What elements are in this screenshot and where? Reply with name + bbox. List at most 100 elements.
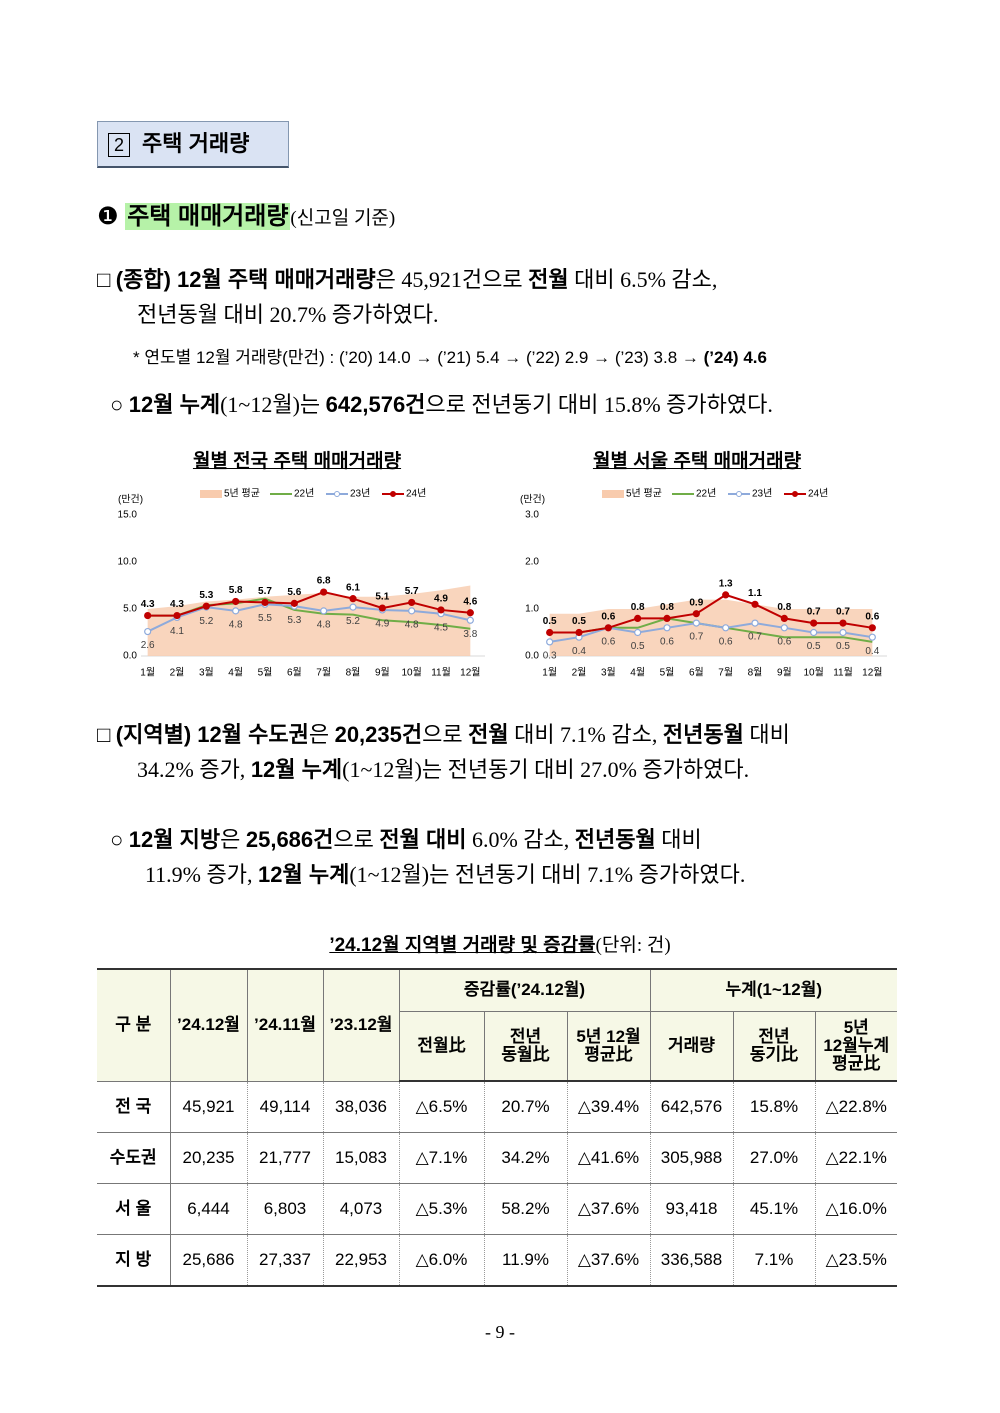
data-label: 5.2 [199,616,213,627]
table-cell: △37.6% [566,1183,651,1235]
text-line: 34.2% 증가, 12월 누계(1~12월)는 전년동기 대비 27.0% 증… [137,755,749,785]
data-label: 5.3 [287,615,301,626]
chart-title: 월별 서울 주택 매매거래량 [592,451,802,472]
y-tick-label: 2.0 [525,557,539,568]
table-cell: △39.4% [566,1080,651,1133]
x-tick-label: 3월 [601,667,616,679]
text-segment: 12월 누계 [128,392,221,417]
text-segment: □ [97,267,116,292]
table-cell: △37.6% [566,1234,651,1287]
subsection-heading: ❶ 주택 매매거래량 (신고일 기준) [97,200,395,236]
text-segment: □ [97,722,116,747]
text-segment: 12월 지방 [128,827,221,852]
data-label: 4.3 [170,599,184,610]
data-label: 4.6 [463,596,477,607]
marker [780,624,788,632]
data-label: 0.7 [836,607,850,618]
table-cell: 6,444 [169,1183,248,1235]
data-label: 4.8 [229,620,243,631]
data-label: 0.5 [807,641,821,652]
marker [349,603,357,611]
legend-label: 5년 평균 [224,488,260,500]
legend-swatch [736,491,742,497]
line [147,591,471,617]
text-segment: 34.2% 증가, [137,757,251,782]
marker [839,628,847,637]
table-cell: 20.7% [483,1080,568,1133]
data-label: 0.4 [572,646,586,657]
data-label: 1.1 [748,588,762,599]
legend-label: 24년 [808,488,828,500]
data-table: 구 분 ’24.12월 ’24.11월 ’23.12월 증감률(’24.12월)… [97,968,898,1287]
marker [692,619,700,627]
y-tick-label: 15.0 [118,510,138,521]
data-label: 0.7 [748,632,762,643]
table-cell: 4,073 [322,1183,400,1235]
data-label: 2.6 [141,640,155,651]
text-segment: 으로 [333,827,380,852]
table-cell: 49,114 [246,1080,324,1133]
text-segment: 은 45,921건으로 [375,267,529,292]
marker [408,598,416,607]
table-cell: △22.1% [814,1132,898,1184]
data-label: 0.7 [689,632,703,643]
table-cell: 27,337 [246,1234,324,1287]
marker [810,628,818,637]
table-row: 수도권 20,235 21,777 15,083 △7.1% 34.2% △41.6% 305… [97,1132,898,1184]
table-cell: 20,235 [169,1132,248,1184]
marker [408,607,416,615]
data-label: 0.6 [719,636,733,647]
table-body: 전 국 45,921 49,114 38,036 △6.5% 20.7% △39.4% 642… [97,1080,898,1287]
text-segment: 대비 [655,827,702,852]
data-label: 1.3 [719,579,733,590]
x-tick-label: 11월 [431,667,451,679]
x-tick-label: 2월 [170,667,185,679]
data-label: 0.5 [543,616,557,627]
marker [751,619,759,627]
header-cell: 증감률(’24.12월) [398,968,651,1012]
marker [144,627,152,636]
marker [466,616,474,624]
table-row: 서 울 6,444 6,803 4,073 △5.3% 58.2% △37.6% 93,418… [97,1183,898,1235]
table-cell: △16.0% [814,1183,898,1235]
x-tick-label: 10월 [402,667,422,679]
data-label: 4.9 [375,619,389,630]
chart: (만건) 0.0 5.0 10.0 15.0 1월 2월 3월 4월 5월 6월 7월 8월 9월 10월 1… [118,488,485,679]
marker [261,598,269,607]
text-segment: ○ [110,392,129,417]
header-cell: 5년 12월누계 평균比 [814,1010,898,1082]
table-cell: 34.2% [483,1132,568,1184]
marker [634,628,642,637]
header-cell: ’24.12월 [169,968,248,1082]
marker [810,619,818,627]
text-segment: 전월 [528,267,569,292]
text-segment: (1~12월)는 전년동기 대비 7.1% 증가하였다. [349,862,746,887]
line [147,603,471,633]
text-segment: 642,576건 [325,392,426,417]
text-segment: 으로 [422,722,469,747]
text-line: ○ 12월 지방은 25,686건으로 전월 대비 6.0% 감소, 전년동월 … [110,825,702,855]
marker [290,599,298,607]
text-segment: 전월 [468,722,509,747]
table-cell: △6.0% [398,1234,485,1287]
marker [751,600,759,608]
row-header: 전 국 [97,1080,171,1133]
header-cell: ’23.12월 [322,968,400,1082]
row-header: 서 울 [97,1183,171,1235]
data-label: 0.6 [777,636,791,647]
table-cell: 15.8% [732,1080,816,1133]
subsection-note: (신고일 기준) [290,208,396,229]
legend-label: 23년 [350,488,370,500]
x-tick-label: 6월 [287,667,302,679]
text-line: □ (지역별) 12월 수도권은 20,235건으로 전월 대비 7.1% 감소… [97,720,790,750]
table-cell: 305,988 [649,1132,734,1184]
data-label: 5.8 [229,585,243,596]
text-segment: 전년동월 [574,827,656,852]
y-tick-label: 0.0 [525,651,539,662]
y-unit: (만건) [118,494,143,506]
data-label: 0.6 [601,611,615,622]
legend-label: 23년 [752,488,772,500]
data-label: 4.8 [405,620,419,631]
text-segment: 은 [220,827,246,852]
